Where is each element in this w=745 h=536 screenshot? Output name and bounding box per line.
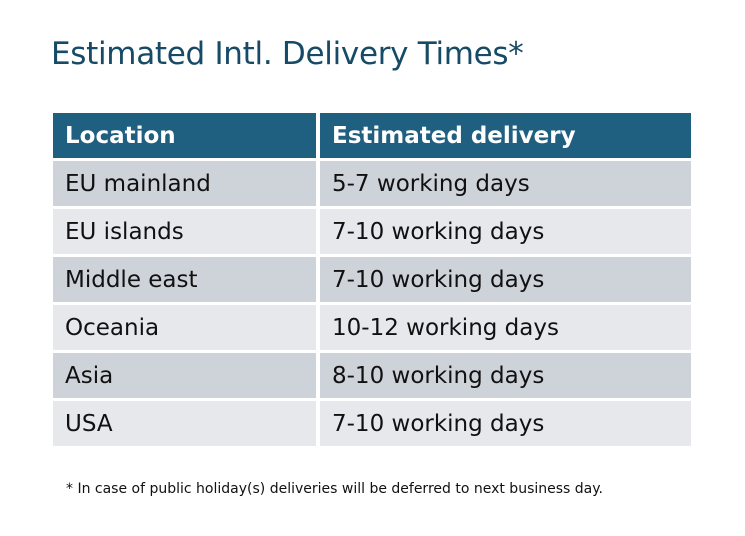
table-row: Oceania 10-12 working days (53, 305, 691, 353)
delivery-cell: 8-10 working days (320, 353, 691, 401)
table-row: Middle east 7-10 working days (53, 257, 691, 305)
delivery-cell: 5-7 working days (320, 161, 691, 209)
column-header-location: Location (53, 113, 320, 161)
page-title: Estimated Intl. Delivery Times* (51, 36, 524, 72)
delivery-cell: 7-10 working days (320, 257, 691, 305)
table-row: EU islands 7-10 working days (53, 209, 691, 257)
delivery-cell: 7-10 working days (320, 401, 691, 449)
location-cell: EU islands (53, 209, 320, 257)
delivery-cell: 7-10 working days (320, 209, 691, 257)
table-row: USA 7-10 working days (53, 401, 691, 449)
footnote: * In case of public holiday(s) deliverie… (66, 481, 603, 497)
table-row: Asia 8-10 working days (53, 353, 691, 401)
location-cell: Middle east (53, 257, 320, 305)
location-cell: Oceania (53, 305, 320, 353)
table-header-row: Location Estimated delivery (53, 113, 691, 161)
location-cell: Asia (53, 353, 320, 401)
delivery-cell: 10-12 working days (320, 305, 691, 353)
column-header-estimated-delivery: Estimated delivery (320, 113, 691, 161)
table-row: EU mainland 5-7 working days (53, 161, 691, 209)
location-cell: EU mainland (53, 161, 320, 209)
location-cell: USA (53, 401, 320, 449)
delivery-times-table: Location Estimated delivery EU mainland … (53, 113, 691, 449)
